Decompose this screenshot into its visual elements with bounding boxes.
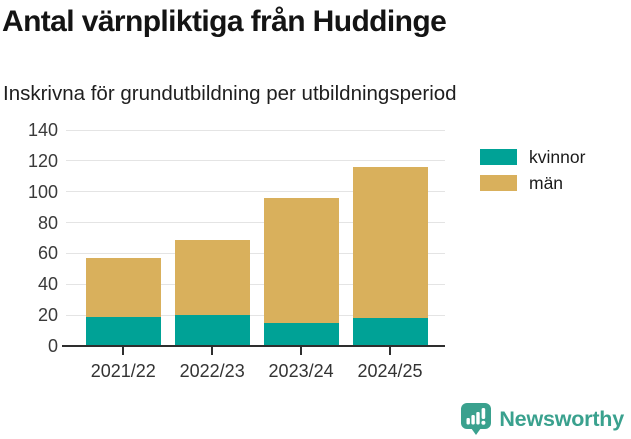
gridline	[66, 129, 445, 131]
gridline	[66, 191, 445, 193]
x-axis-line	[62, 344, 445, 348]
legend-label: män	[529, 172, 564, 193]
x-axis-tick	[122, 346, 125, 355]
gridline	[66, 314, 445, 316]
y-axis-tick-label: 40	[37, 274, 58, 295]
legend: kvinnor män	[480, 146, 586, 201]
x-axis-tick-label: 2024/25	[357, 361, 423, 381]
y-axis-tick-label: 20	[37, 305, 58, 326]
bar-segment-män	[263, 197, 339, 323]
bar-segment-kvinnor	[174, 315, 250, 346]
y-axis-tick-label: 120	[27, 150, 58, 171]
x-axis-tick-label: 2021/22	[90, 361, 156, 381]
chart-subtitle: Inskrivna för grundutbildning per utbild…	[3, 82, 457, 105]
chart-title: Antal värnpliktiga från Huddinge	[2, 5, 447, 38]
x-axis-tick	[211, 346, 214, 355]
bar-segment-män	[352, 167, 428, 319]
x-axis-tick-label: 2023/24	[268, 361, 334, 381]
x-axis-tick-label: 2022/23	[179, 361, 245, 381]
x-axis-tick	[299, 346, 303, 355]
x-axis-tick	[388, 346, 392, 355]
gridline	[66, 252, 445, 254]
y-axis-tick-label: 0	[47, 336, 58, 356]
bar-segment-män	[174, 239, 250, 316]
y-axis-tick-label: 60	[37, 243, 58, 264]
gridline	[66, 222, 445, 224]
legend-item-kvinnor: kvinnor	[480, 146, 586, 167]
gridline	[66, 160, 445, 162]
gridline	[66, 283, 445, 285]
legend-swatch-kvinnor	[480, 149, 517, 165]
newsworthy-logo-text: Newsworthy	[499, 406, 624, 431]
legend-label: kvinnor	[529, 146, 586, 167]
y-axis-tick-label: 80	[37, 212, 58, 233]
bar-segment-kvinnor	[85, 316, 161, 346]
y-axis-tick-label: 140	[27, 120, 58, 140]
y-axis-tick-label: 100	[27, 181, 58, 202]
newsworthy-logo-icon	[461, 403, 492, 435]
newsworthy-logo: Newsworthy	[460, 402, 624, 436]
bar-segment-kvinnor	[263, 322, 339, 346]
bar-segment-män	[85, 258, 161, 317]
bar-segment-kvinnor	[352, 318, 428, 346]
legend-swatch-män	[480, 175, 517, 191]
legend-item-män: män	[480, 172, 585, 193]
